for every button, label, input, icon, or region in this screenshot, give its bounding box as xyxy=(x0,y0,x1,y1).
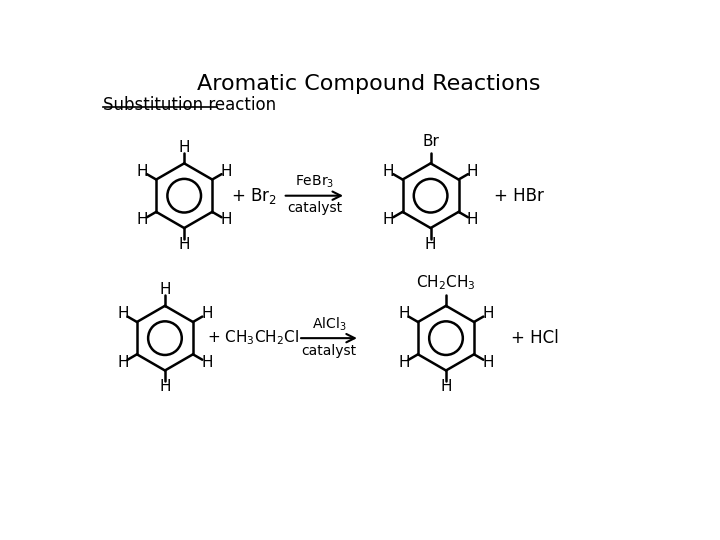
Text: Aromatic Compound Reactions: Aromatic Compound Reactions xyxy=(197,74,541,94)
Text: H: H xyxy=(136,212,148,227)
Text: H: H xyxy=(117,355,129,370)
Text: H: H xyxy=(467,164,478,179)
Text: FeBr$_3$: FeBr$_3$ xyxy=(294,174,334,190)
Text: + Br$_2$: + Br$_2$ xyxy=(230,186,276,206)
Text: H: H xyxy=(159,282,171,297)
Text: H: H xyxy=(179,140,190,154)
Text: + CH$_3$CH$_2$Cl: + CH$_3$CH$_2$Cl xyxy=(207,329,300,348)
Text: H: H xyxy=(179,237,190,252)
Text: + HBr: + HBr xyxy=(494,187,544,205)
Text: H: H xyxy=(467,212,478,227)
Text: H: H xyxy=(482,306,494,321)
Text: catalyst: catalyst xyxy=(302,343,356,357)
Text: H: H xyxy=(425,237,436,252)
Text: AlCl$_3$: AlCl$_3$ xyxy=(312,315,346,333)
Text: H: H xyxy=(383,212,395,227)
Text: H: H xyxy=(117,306,129,321)
Text: H: H xyxy=(398,306,410,321)
Text: Substitution reaction: Substitution reaction xyxy=(104,96,276,113)
Text: + HCl: + HCl xyxy=(510,329,559,347)
Text: H: H xyxy=(201,355,212,370)
Text: H: H xyxy=(201,306,212,321)
Text: H: H xyxy=(383,164,395,179)
Text: H: H xyxy=(398,355,410,370)
Text: catalyst: catalyst xyxy=(287,201,342,215)
Text: H: H xyxy=(136,164,148,179)
Text: H: H xyxy=(220,164,232,179)
Text: Br: Br xyxy=(422,134,439,150)
Text: H: H xyxy=(440,379,451,394)
Text: H: H xyxy=(159,379,171,394)
Text: H: H xyxy=(220,212,232,227)
Text: CH$_2$CH$_3$: CH$_2$CH$_3$ xyxy=(416,273,476,292)
Text: H: H xyxy=(482,355,494,370)
